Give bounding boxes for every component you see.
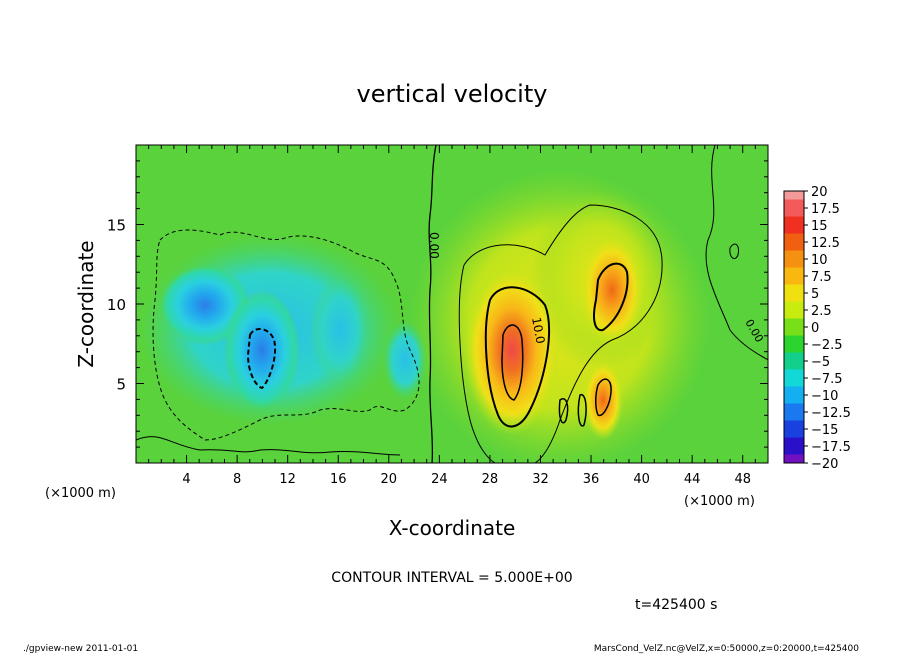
zero-contour [428, 145, 437, 463]
colorbar: 20 17.5 15 12.5 10 7.5 5 2.5 0 −2.5 −5 −7.5 −10 −12.5… [783, 185, 851, 472]
contour-5 [458, 204, 663, 463]
contour-label-zero: 0.00 [427, 232, 441, 259]
y-tick-label: 5 [116, 376, 126, 394]
colorbar-label: 7.5 [811, 270, 832, 285]
contour-small-2 [577, 394, 587, 427]
updraft-core-lower [583, 360, 623, 440]
x-tick-label: 36 [583, 472, 600, 487]
colorbar-swatch [784, 250, 804, 268]
colorbar-swatch [784, 199, 804, 217]
x-axis-label: X-coordinate [389, 516, 516, 540]
colorbar-swatch [784, 420, 804, 438]
colorbar-swatch [784, 191, 804, 200]
y-tick-label: 10 [107, 296, 126, 314]
downdraft-core [224, 290, 300, 410]
colorbar-label: 2.5 [811, 304, 832, 319]
colorbar-label: 15 [811, 219, 828, 234]
colorbar-swatch [784, 454, 804, 463]
colorbar-swatch [784, 318, 804, 336]
x-tick-label: 32 [532, 472, 549, 487]
colorbar-swatch [784, 267, 804, 285]
y-tick-label: 15 [107, 217, 126, 235]
contour-neg5 [152, 229, 420, 441]
footer-left: ./gpview-new 2011-01-01 [23, 644, 138, 654]
contour-15 [501, 324, 524, 401]
colorbar-label: −10 [811, 389, 838, 404]
colorbar-swatch [784, 335, 804, 353]
x-tick-label: 8 [233, 472, 241, 487]
x-tick-label: 24 [431, 472, 448, 487]
x-tick-label: 20 [381, 472, 398, 487]
x-tick-label: 40 [633, 472, 650, 487]
colorbar-swatch [784, 352, 804, 370]
colorbar-label: 12.5 [811, 236, 840, 251]
zero-contour-right [705, 145, 768, 361]
y-unit-label: (×1000 m) [45, 486, 116, 501]
y-axis-label: Z-coordinate [74, 240, 98, 367]
colorbar-swatch [784, 301, 804, 319]
contour-10-lower [595, 378, 612, 417]
x-tick-label: 12 [279, 472, 296, 487]
x-tick-label: 4 [182, 472, 190, 487]
colorbar-label: −17.5 [811, 440, 851, 455]
colorbar-swatch [784, 233, 804, 251]
colorbar-label: −5 [811, 355, 830, 370]
updraft-core-secondary [580, 235, 644, 345]
contour-surface [136, 436, 401, 456]
contour-10-secondary [593, 262, 629, 332]
updraft-core [464, 265, 560, 435]
colorbar-label: 0 [811, 321, 819, 336]
contour-small-3 [729, 243, 739, 259]
colorbar-label: −2.5 [811, 338, 843, 353]
contour-label-ten: 10.0 [529, 316, 547, 345]
colorbar-label: 5 [811, 287, 819, 302]
colorbar-label: 10 [811, 253, 828, 268]
colorbar-swatch [784, 403, 804, 421]
colorbar-swatch [784, 386, 804, 404]
x-tick-label: 44 [684, 472, 701, 487]
contour-small-1 [558, 398, 569, 424]
colorbar-swatch [784, 369, 804, 387]
contour-interval-text: CONTOUR INTERVAL = 5.000E+00 [331, 570, 572, 586]
x-tick-label: 48 [734, 472, 751, 487]
colorbar-swatch [784, 284, 804, 302]
x-axis-ticks: 4 8 12 16 20 24 28 32 36 40 44 48 [148, 145, 756, 487]
colorbar-label: 17.5 [811, 202, 840, 217]
cool-region-far [383, 320, 427, 400]
y-axis-ticks: 5 10 15 [107, 160, 768, 448]
colorbar-label: −20 [811, 457, 838, 472]
footer-right: MarsCond_VelZ.nc@VelZ,x=0:50000,z=0:2000… [594, 644, 859, 654]
colorbar-label: −7.5 [811, 372, 843, 387]
x-unit-label: (×1000 m) [684, 494, 755, 509]
cool-region-right [310, 275, 370, 385]
x-tick-label: 16 [330, 472, 347, 487]
colorbar-swatch [784, 216, 804, 234]
x-tick-label: 28 [482, 472, 499, 487]
contour-lines [136, 145, 768, 463]
colorbar-swatch [784, 437, 804, 455]
time-label: t=425400 s [635, 597, 717, 613]
plot-area: 0.00 10.0 0.00 [136, 145, 768, 463]
contour-10 [484, 286, 551, 428]
colorbar-label: −12.5 [811, 406, 851, 421]
colorbar-label: 20 [811, 185, 828, 200]
colorbar-label: −15 [811, 423, 838, 438]
chart-title: vertical velocity [357, 80, 548, 108]
